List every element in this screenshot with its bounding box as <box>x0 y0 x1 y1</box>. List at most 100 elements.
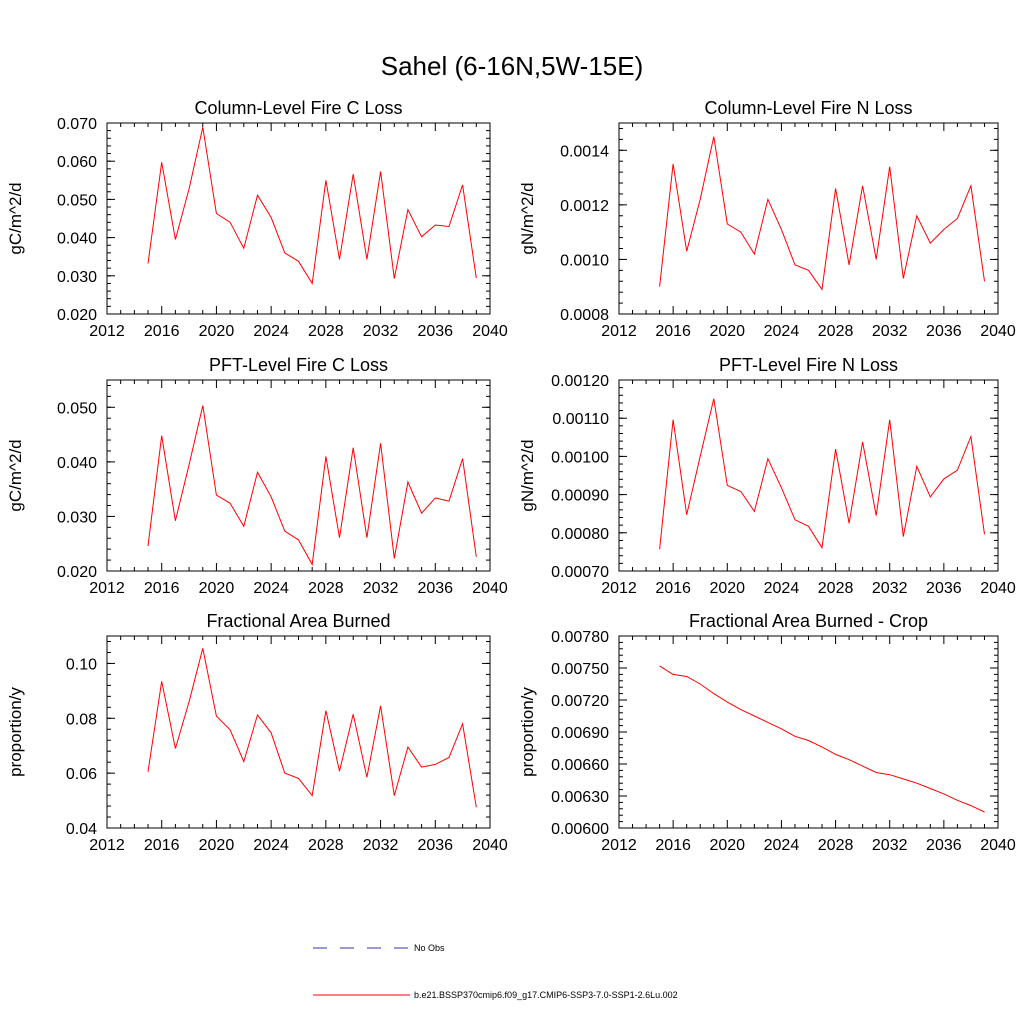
x-tick-label: 2032 <box>363 837 399 854</box>
x-tick-label: 2016 <box>144 580 180 597</box>
y-tick-label: 0.0014 <box>560 143 609 160</box>
x-tick-label: 2012 <box>89 580 125 597</box>
x-tick-label: 2012 <box>89 837 125 854</box>
x-tick-label: 2028 <box>818 580 854 597</box>
y-axis-label: gC/m^2/d <box>6 439 25 511</box>
x-tick-label: 2016 <box>144 323 180 340</box>
y-tick-label: 0.050 <box>57 400 97 417</box>
x-tick-label: 2028 <box>308 580 344 597</box>
y-tick-label: 0.0008 <box>560 307 609 324</box>
x-tick-label: 2028 <box>818 323 854 340</box>
y-axis-label: proportion/y <box>518 687 537 777</box>
x-tick-label: 2024 <box>764 323 800 340</box>
x-tick-label: 2032 <box>363 323 399 340</box>
y-tick-label: 0.00090 <box>551 488 609 505</box>
x-tick-label: 2012 <box>601 837 637 854</box>
x-tick-label: 2024 <box>253 837 289 854</box>
y-tick-label: 0.00750 <box>551 661 609 678</box>
y-tick-label: 0.00120 <box>551 373 609 390</box>
x-tick-label: 2028 <box>308 837 344 854</box>
x-tick-label: 2012 <box>89 323 125 340</box>
series-line <box>659 136 985 291</box>
y-tick-label: 0.00780 <box>551 629 609 646</box>
y-tick-label: 0.020 <box>57 564 97 581</box>
series-line <box>147 648 477 808</box>
panel-title: Column-Level Fire C Loss <box>194 98 402 118</box>
panel-title: Fractional Area Burned - Crop <box>689 611 928 631</box>
x-tick-label: 2016 <box>655 323 691 340</box>
x-tick-label: 2016 <box>144 837 180 854</box>
y-tick-label: 0.00660 <box>551 757 609 774</box>
x-tick-label: 2036 <box>417 580 453 597</box>
x-tick-label: 2036 <box>926 837 962 854</box>
x-tick-label: 2036 <box>926 580 962 597</box>
x-tick-label: 2040 <box>472 323 508 340</box>
series-line <box>659 398 985 550</box>
y-axis-label: proportion/y <box>6 687 25 777</box>
x-tick-label: 2036 <box>417 323 453 340</box>
y-tick-label: 0.00630 <box>551 789 609 806</box>
x-tick-label: 2040 <box>472 837 508 854</box>
x-tick-label: 2028 <box>308 323 344 340</box>
x-tick-label: 2032 <box>363 580 399 597</box>
main-title: Sahel (6-16N,5W-15E) <box>381 51 644 81</box>
legend-label-no-obs: No Obs <box>414 943 445 953</box>
y-tick-label: 0.0012 <box>560 198 609 215</box>
x-tick-label: 2040 <box>980 837 1016 854</box>
x-tick-label: 2020 <box>709 323 745 340</box>
y-tick-label: 0.0010 <box>560 252 609 269</box>
y-tick-label: 0.070 <box>57 116 97 133</box>
x-tick-label: 2020 <box>199 580 235 597</box>
panel-title: Fractional Area Burned <box>206 611 390 631</box>
x-tick-label: 2040 <box>472 580 508 597</box>
y-tick-label: 0.040 <box>57 455 97 472</box>
y-tick-label: 0.00720 <box>551 693 609 710</box>
x-tick-label: 2028 <box>818 837 854 854</box>
y-tick-label: 0.00070 <box>551 564 609 581</box>
series-line <box>147 405 477 567</box>
x-tick-label: 2024 <box>764 580 800 597</box>
panel-title: PFT-Level Fire N Loss <box>719 355 898 375</box>
y-tick-label: 0.06 <box>66 766 97 783</box>
y-tick-label: 0.020 <box>57 307 97 324</box>
chart-panel-6: Fractional Area Burned - Crop proportion/… <box>518 611 1016 854</box>
y-tick-label: 0.040 <box>57 231 97 248</box>
x-tick-label: 2024 <box>253 323 289 340</box>
x-tick-label: 2024 <box>253 580 289 597</box>
panels-group: Column-Level Fire C Loss gC/m^2/d 2012 2016… <box>6 98 1016 854</box>
chart-panel-5: Fractional Area Burned proportion/y 2012 20… <box>6 611 508 854</box>
y-tick-label: 0.04 <box>66 821 97 838</box>
y-axis-label: gC/m^2/d <box>6 182 25 254</box>
x-tick-label: 2032 <box>872 837 908 854</box>
x-tick-label: 2036 <box>417 837 453 854</box>
panel-title: PFT-Level Fire C Loss <box>209 355 388 375</box>
x-tick-label: 2040 <box>980 323 1016 340</box>
x-tick-label: 2012 <box>601 323 637 340</box>
x-tick-label: 2040 <box>980 580 1016 597</box>
x-tick-label: 2016 <box>655 580 691 597</box>
y-tick-label: 0.030 <box>57 509 97 526</box>
x-tick-label: 2020 <box>709 837 745 854</box>
panel-title: Column-Level Fire N Loss <box>704 98 912 118</box>
chart-panel-4: PFT-Level Fire N Loss gN/m^2/d 2012 2016 202… <box>518 355 1016 597</box>
x-tick-label: 2012 <box>601 580 637 597</box>
y-tick-label: 0.060 <box>57 154 97 171</box>
y-tick-label: 0.00080 <box>551 526 609 543</box>
chart-panel-3: PFT-Level Fire C Loss gC/m^2/d 2012 2016 202… <box>6 355 508 597</box>
x-tick-label: 2016 <box>655 837 691 854</box>
y-tick-label: 0.00600 <box>551 821 609 838</box>
series-line <box>147 127 477 285</box>
x-tick-label: 2036 <box>926 323 962 340</box>
y-tick-label: 0.050 <box>57 192 97 209</box>
y-tick-label: 0.030 <box>57 269 97 286</box>
legend-label-model-run: b.e21.BSSP370cmip6.f09_g17.CMIP6-SSP3-7.… <box>414 990 678 1000</box>
y-axis-label: gN/m^2/d <box>518 182 537 254</box>
x-tick-label: 2032 <box>872 323 908 340</box>
y-tick-label: 0.00110 <box>552 411 609 428</box>
series-line <box>659 665 985 813</box>
chart-panel-1: Column-Level Fire C Loss gC/m^2/d 2012 2016… <box>6 98 508 340</box>
x-tick-label: 2020 <box>199 837 235 854</box>
y-axis-label: gN/m^2/d <box>518 439 537 511</box>
